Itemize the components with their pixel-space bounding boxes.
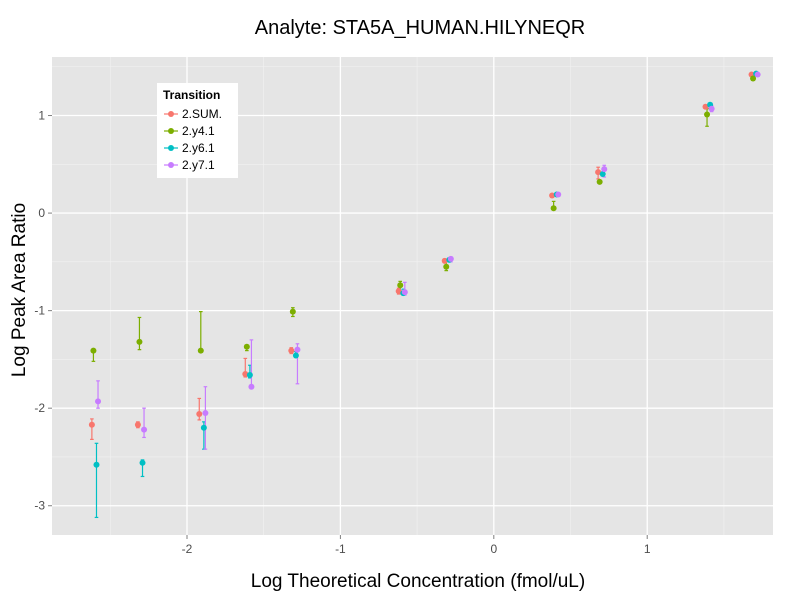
- legend-key-point: [168, 162, 174, 168]
- legend-key-point: [168, 128, 174, 134]
- data-point: [288, 347, 295, 354]
- x-axis-title: Log Theoretical Concentration (fmol/uL): [251, 571, 585, 592]
- data-points: [88, 70, 761, 468]
- data-point: [139, 459, 146, 466]
- data-point: [202, 410, 209, 417]
- data-point: [141, 426, 148, 433]
- data-point: [599, 171, 606, 178]
- data-point: [596, 178, 603, 185]
- data-point: [441, 257, 448, 264]
- data-point: [601, 166, 608, 173]
- x-tick-label: 0: [490, 542, 497, 556]
- y-axis-title: Log Peak Area Ratio: [9, 203, 30, 377]
- data-point: [397, 282, 404, 289]
- legend-title: Transition: [163, 88, 220, 102]
- data-point: [90, 347, 97, 354]
- y-axis: -3 -2 -1 0 1: [34, 109, 52, 513]
- x-tick-label: 1: [644, 542, 651, 556]
- data-point: [704, 111, 711, 118]
- x-axis: -2 -1 0 1: [182, 535, 651, 556]
- data-point: [708, 105, 715, 112]
- data-point: [196, 411, 203, 418]
- grid-minor: [52, 57, 773, 535]
- data-point: [443, 263, 450, 270]
- data-point: [754, 71, 761, 78]
- data-point: [750, 75, 757, 82]
- data-point: [246, 372, 253, 379]
- chart-title: Analyte: STA5A_HUMAN.HILYNEQR: [255, 17, 585, 39]
- data-point: [248, 383, 255, 390]
- legend: Transition 2.SUM. 2.y4.1 2.y6.1 2.y7.1: [157, 83, 238, 178]
- y-tick-label: -3: [34, 499, 45, 513]
- y-tick-label: -1: [34, 304, 45, 318]
- data-point: [243, 343, 250, 350]
- y-tick-label: 1: [38, 109, 45, 123]
- data-point: [550, 205, 557, 212]
- data-point: [200, 424, 207, 431]
- legend-label: 2.y7.1: [182, 158, 215, 172]
- data-point: [289, 308, 296, 315]
- data-point: [549, 192, 556, 199]
- data-point: [88, 421, 95, 428]
- grid-major: [52, 57, 773, 535]
- data-point: [197, 347, 204, 354]
- legend-label: 2.y6.1: [182, 141, 215, 155]
- data-point: [292, 352, 299, 359]
- data-point: [555, 191, 562, 198]
- y-tick-label: -2: [34, 401, 45, 415]
- legend-label: 2.y4.1: [182, 124, 215, 138]
- legend-items: 2.SUM. 2.y4.1 2.y6.1 2.y7.1: [164, 107, 222, 172]
- data-point: [447, 255, 454, 262]
- data-point: [242, 371, 249, 378]
- legend-key-point: [168, 111, 174, 117]
- data-point: [395, 288, 402, 295]
- data-point: [93, 461, 100, 468]
- x-tick-label: -2: [182, 542, 193, 556]
- legend-key-point: [168, 145, 174, 151]
- data-point: [702, 103, 709, 110]
- data-point: [134, 421, 141, 428]
- data-point: [595, 169, 602, 176]
- data-point: [136, 338, 143, 345]
- data-point: [95, 398, 102, 405]
- legend-label: 2.SUM.: [182, 107, 222, 121]
- y-tick-label: 0: [38, 206, 45, 220]
- data-point: [294, 346, 301, 353]
- data-point: [401, 289, 408, 296]
- x-tick-label: -1: [335, 542, 346, 556]
